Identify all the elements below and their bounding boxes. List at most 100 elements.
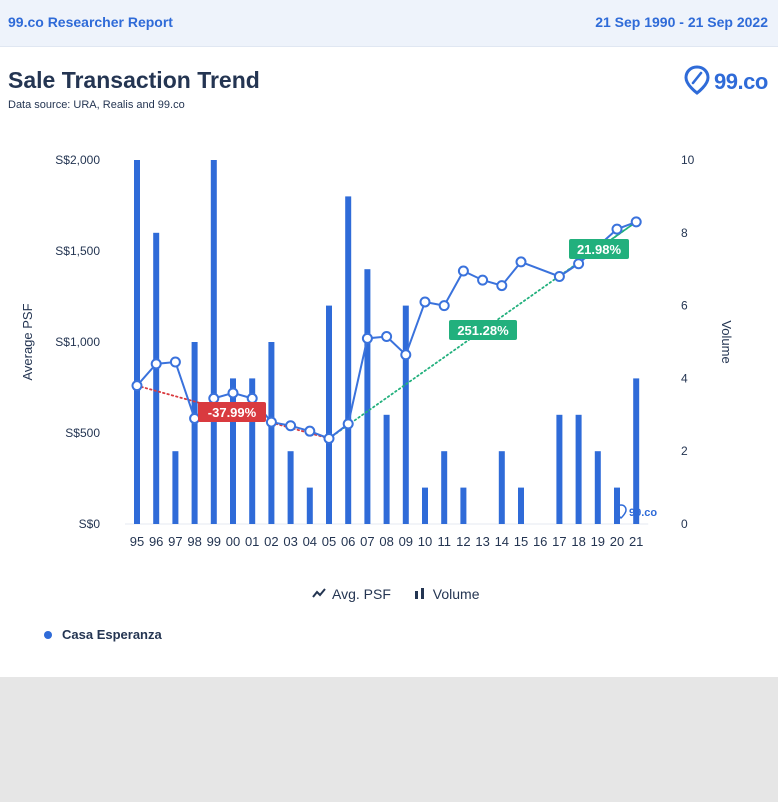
avg-psf-point (361, 332, 373, 344)
y-right-tick-label: 8 (681, 226, 688, 240)
volume-bar (345, 196, 352, 524)
volume-bar (402, 305, 409, 524)
y-left-tick-label: S$1,000 (55, 335, 100, 349)
volume-bar (498, 451, 505, 524)
volume-bar (594, 451, 601, 524)
x-tick-label: 13 (475, 534, 489, 549)
volume-bar (249, 378, 256, 524)
date-range: 21 Sep 1990 - 21 Sep 2022 (595, 14, 768, 30)
avg-psf-point (553, 270, 565, 282)
x-tick-label: 01 (245, 534, 259, 549)
y-right-tick-label: 2 (681, 444, 688, 458)
x-tick-label: 16 (533, 534, 547, 549)
avg-psf-point (477, 274, 489, 286)
sale-transaction-chart: S$0S$500S$1,000S$1,500S$2,0000246810Aver… (20, 153, 734, 549)
legend-avg-psf-label: Avg. PSF (332, 586, 391, 602)
x-tick-label: 10 (418, 534, 432, 549)
watermark-text: 99.co (629, 507, 657, 519)
volume-bar (364, 269, 371, 524)
bar-chart-icon (413, 586, 427, 602)
avg-psf-point (208, 392, 220, 404)
volume-bar (191, 342, 198, 524)
avg-psf-point (304, 425, 316, 437)
avg-psf-point (342, 418, 354, 430)
legend-item-volume[interactable]: Volume (413, 586, 480, 602)
avg-psf-point (457, 265, 469, 277)
avg-psf-point (285, 420, 297, 432)
x-tick-label: 20 (610, 534, 624, 549)
brand-logo: 99.co (684, 65, 770, 99)
avg-psf-point (400, 349, 412, 361)
trend-line (328, 220, 638, 440)
avg-psf-point (169, 356, 181, 368)
x-tick-label: 98 (187, 534, 201, 549)
series-legend-casa-esperanza[interactable]: Casa Esperanza (44, 627, 162, 642)
avg-psf-point (150, 358, 162, 370)
volume-bar (306, 487, 313, 524)
x-tick-label: 14 (495, 534, 509, 549)
volume-bar (460, 487, 467, 524)
x-tick-label: 02 (264, 534, 278, 549)
trend-badge-label: -37.99% (208, 405, 257, 420)
y-right-tick-label: 4 (681, 371, 688, 385)
x-tick-label: 07 (360, 534, 374, 549)
avg-psf-point (438, 300, 450, 312)
x-tick-label: 06 (341, 534, 355, 549)
avg-psf-point (611, 223, 623, 235)
trend-badge (569, 239, 629, 259)
y-left-tick-label: S$0 (79, 517, 101, 531)
volume-bar (287, 451, 294, 524)
y-left-tick-label: S$500 (65, 426, 100, 440)
avg-psf-point (131, 380, 143, 392)
x-tick-label: 11 (437, 534, 451, 549)
volume-bar (326, 305, 332, 524)
x-tick-label: 15 (514, 534, 528, 549)
volume-bar (383, 414, 390, 524)
chart-card: Sale Transaction Trend Data source: URA,… (0, 47, 778, 677)
x-tick-label: 04 (303, 534, 317, 549)
x-tick-label: 12 (456, 534, 470, 549)
y-left-tick-label: S$2,000 (55, 153, 100, 167)
avg-psf-point (265, 416, 277, 428)
x-tick-label: 18 (571, 534, 585, 549)
avg-psf-point (515, 256, 527, 268)
report-header: 99.co Researcher Report 21 Sep 1990 - 21… (0, 0, 778, 47)
series-color-dot (44, 630, 52, 639)
avg-psf-point (189, 412, 201, 424)
avg-psf-point (246, 392, 258, 404)
data-source: Data source: URA, Realis and 99.co (8, 99, 185, 111)
volume-bar (134, 160, 140, 524)
avg-psf-point (381, 331, 393, 343)
x-tick-label: 19 (591, 534, 605, 549)
y-right-axis-label: Volume (719, 320, 734, 363)
volume-bar (575, 414, 582, 524)
avg-psf-point (496, 280, 508, 292)
location-pin-icon (684, 65, 710, 95)
y-right-tick-label: 0 (681, 517, 688, 531)
volume-bar (441, 451, 448, 524)
x-tick-label: 21 (629, 534, 643, 549)
logo-text: 99.co (714, 69, 768, 94)
trend-badge (449, 320, 517, 340)
chart-legend: Avg. PSF Volume (312, 586, 497, 602)
volume-bar (153, 232, 160, 525)
line-chart-icon (312, 586, 326, 602)
legend-volume-label: Volume (432, 586, 480, 602)
y-right-tick-label: 6 (681, 299, 688, 313)
volume-bar (518, 487, 524, 524)
chart-title: Sale Transaction Trend (8, 67, 260, 93)
x-tick-label: 03 (283, 534, 297, 549)
x-tick-label: 95 (130, 534, 144, 549)
volume-bar (230, 378, 236, 524)
volume-bar (556, 414, 563, 524)
x-tick-label: 99 (207, 534, 221, 549)
watermark-pin-icon (615, 504, 627, 520)
volume-bar (422, 487, 428, 524)
y-left-tick-label: S$1,500 (55, 244, 100, 258)
trend-badge-label: 21.98% (577, 242, 622, 257)
volume-bar (633, 378, 640, 524)
avg-psf-point (227, 387, 239, 399)
volume-bar (172, 451, 179, 524)
trend-badge (198, 402, 266, 422)
legend-item-avg-psf[interactable]: Avg. PSF (312, 586, 391, 602)
